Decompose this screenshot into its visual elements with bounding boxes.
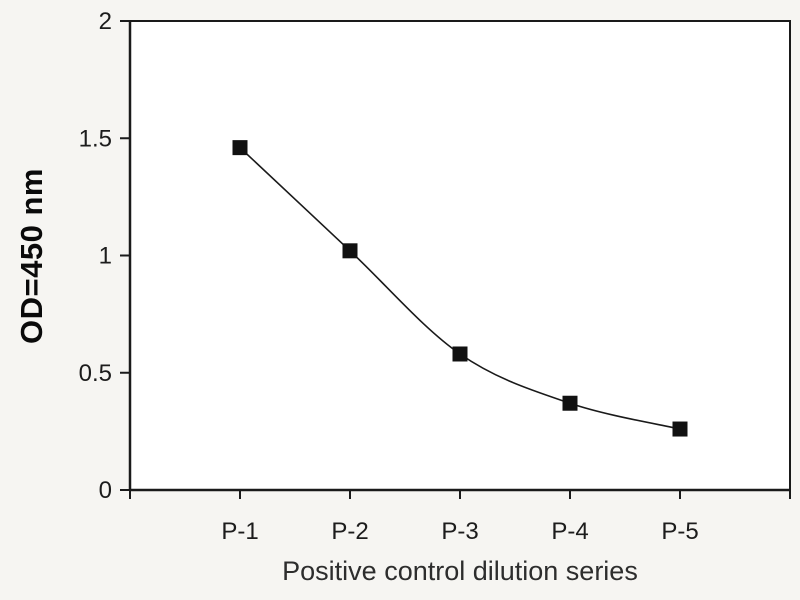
x-tick-label: P-5 [661, 518, 698, 545]
data-point-marker [452, 346, 468, 362]
plot-area [129, 20, 791, 491]
x-tick-label: P-1 [221, 518, 258, 545]
y-tick-label: 2 [99, 8, 112, 35]
x-tick-label: P-2 [331, 518, 368, 545]
x-tick-label: P-3 [441, 518, 478, 545]
data-point-marker [562, 395, 578, 411]
y-tick-label: 1.5 [79, 125, 112, 152]
y-tick-label: 1 [99, 243, 112, 270]
data-point-marker [342, 243, 358, 259]
x-tick-label: P-4 [551, 518, 588, 545]
data-point-marker [672, 421, 688, 437]
data-point-marker [232, 140, 248, 156]
y-tick-label: 0.5 [79, 360, 112, 387]
y-tick-label: 0 [99, 477, 112, 504]
